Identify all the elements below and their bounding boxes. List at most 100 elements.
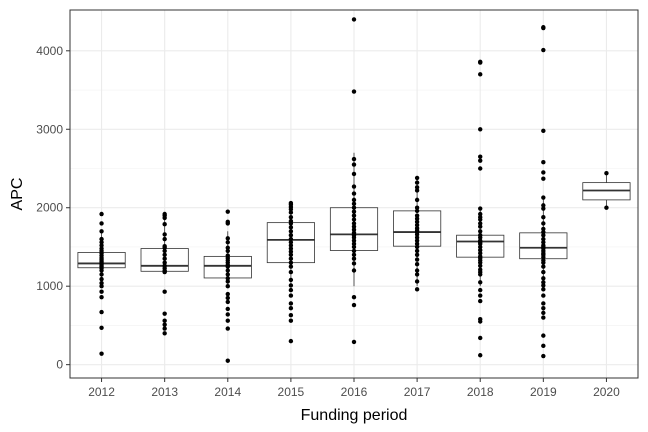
data-point: [288, 269, 294, 275]
data-point: [99, 325, 104, 330]
data-point: [99, 211, 104, 217]
data-point: [541, 232, 546, 238]
y-axis: 0 1000 2000 3000 4000: [36, 44, 70, 372]
data-point: [351, 227, 357, 232]
data-point: [541, 226, 546, 232]
data-point: [478, 221, 483, 226]
data-point: [478, 206, 483, 211]
points-2014: [225, 209, 230, 363]
data-point: [225, 306, 230, 312]
x-tick-label: 2014: [214, 385, 241, 399]
data-point: [541, 229, 546, 235]
data-point: [351, 221, 357, 226]
data-point: [414, 238, 420, 243]
data-point: [225, 283, 230, 289]
data-point: [225, 279, 230, 284]
data-point: [288, 277, 294, 283]
data-point: [351, 339, 357, 345]
data-point: [351, 244, 357, 250]
x-tick-label: 2016: [341, 385, 368, 399]
data-point: [99, 240, 104, 245]
data-point: [225, 299, 230, 305]
data-point: [288, 246, 294, 251]
data-point: [288, 256, 294, 261]
data-point: [541, 176, 546, 181]
data-point: [99, 289, 104, 294]
data-point: [541, 195, 546, 200]
data-point: [541, 269, 546, 275]
data-point: [225, 272, 230, 277]
plot-panel: [69, 9, 639, 379]
x-tick-label: 2018: [467, 385, 494, 399]
data-point: [414, 287, 420, 292]
data-point: [351, 156, 357, 162]
points-2020: [604, 171, 609, 210]
data-point: [414, 175, 420, 181]
data-point: [541, 315, 546, 320]
data-point: [162, 326, 167, 331]
data-point: [351, 252, 357, 258]
data-point: [225, 291, 230, 297]
data-point: [478, 154, 483, 159]
data-point: [351, 248, 357, 254]
data-point: [414, 213, 420, 218]
data-point: [288, 252, 294, 258]
data-point: [162, 331, 167, 336]
data-point: [225, 312, 230, 317]
x-tick-label: 2020: [593, 385, 620, 399]
data-point: [288, 264, 294, 269]
data-point: [478, 287, 483, 293]
points-2018: [478, 59, 483, 358]
data-point: [162, 232, 167, 237]
data-point: [414, 180, 420, 185]
y-tick-label: 3000: [36, 122, 63, 136]
data-point: [541, 128, 546, 134]
data-point: [288, 232, 294, 238]
data-point: [414, 262, 420, 267]
x-tick-label: 2015: [278, 385, 305, 399]
data-point: [414, 232, 420, 237]
data-point: [478, 280, 483, 285]
data-point: [225, 209, 230, 214]
points-2013: [162, 211, 167, 336]
data-point: [541, 240, 546, 245]
data-points: [99, 17, 609, 363]
data-point: [288, 260, 294, 265]
data-point: [541, 264, 546, 269]
data-point: [162, 252, 167, 258]
data-point: [99, 272, 104, 277]
data-point: [288, 338, 294, 344]
data-point: [351, 217, 357, 222]
data-point: [162, 222, 167, 227]
y-axis-title: APC: [9, 178, 26, 211]
data-point: [541, 293, 546, 298]
data-point: [99, 280, 104, 286]
data-point: [351, 17, 357, 22]
data-point: [351, 294, 357, 300]
data-point: [162, 256, 167, 261]
data-point: [604, 205, 609, 210]
data-point: [541, 236, 546, 242]
data-point: [414, 257, 420, 262]
data-point: [99, 229, 104, 234]
data-point: [414, 244, 420, 250]
data-point: [541, 305, 546, 311]
data-point: [541, 203, 546, 208]
data-point: [225, 264, 230, 269]
data-point: [541, 221, 546, 226]
data-point: [478, 224, 483, 229]
data-point: [99, 351, 104, 356]
data-point: [541, 283, 546, 288]
data-point: [351, 191, 357, 196]
data-point: [288, 240, 294, 245]
data-point: [288, 210, 294, 215]
data-point: [414, 185, 420, 190]
data-point: [478, 247, 483, 253]
data-point: [351, 184, 357, 189]
data-point: [414, 219, 420, 225]
data-point: [351, 197, 357, 203]
y-tick-label: 4000: [36, 44, 63, 58]
data-point: [162, 236, 167, 242]
data-point: [288, 225, 294, 230]
